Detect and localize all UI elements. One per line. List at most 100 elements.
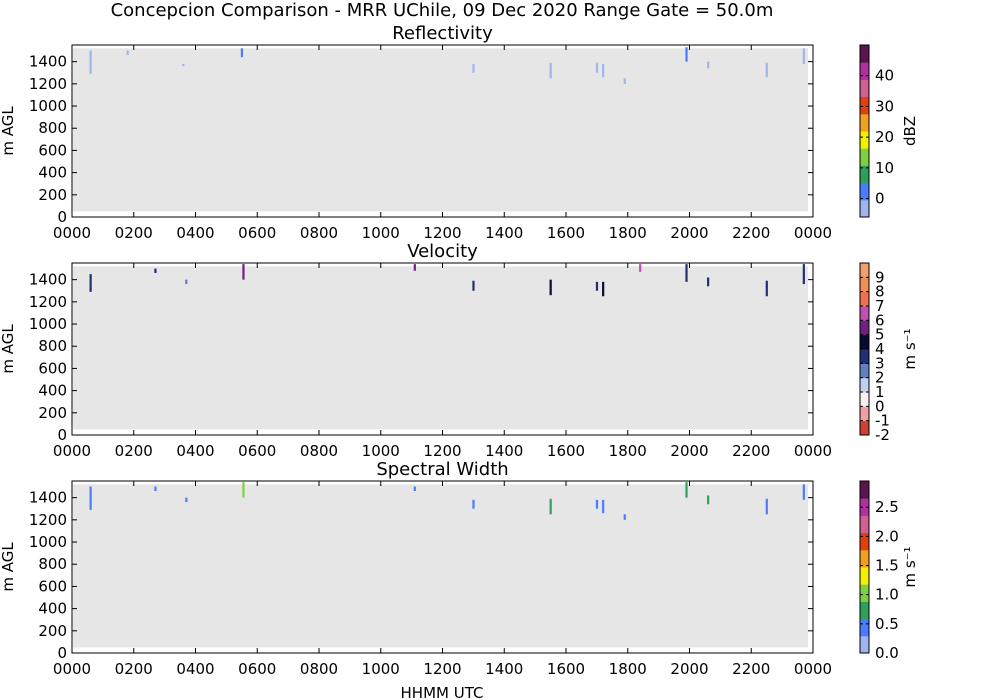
x-tick-label: 1000 [362,660,400,678]
colorbar-segment [860,165,869,184]
y-tick-label: 200 [38,186,67,204]
colorbar-segment [860,498,869,516]
data-streak [549,498,552,515]
y-tick-label: 1200 [29,293,67,311]
colorbar-tick-label: 8 [875,283,885,301]
colorbar-tick-label: 1.0 [875,586,899,604]
data-streak [602,63,605,78]
colorbar-label: dBZ [901,116,919,146]
panel-title: Reflectivity [392,23,493,44]
colorbar-tick-label: 1 [875,383,885,401]
data-streak [89,50,92,74]
data-streak [639,264,642,272]
x-tick-label: 1000 [362,224,400,242]
x-tick-label: 1600 [547,660,585,678]
colorbar-tick-label: 5 [875,326,885,344]
colorbar-segment [860,148,869,166]
y-tick-label: 1000 [29,97,67,115]
x-tick-label: 2000 [670,224,708,242]
x-tick-label: 0800 [300,224,338,242]
y-tick-label: 1400 [29,489,67,507]
colorbar-segment [860,532,869,551]
x-tick-label: 1800 [609,224,647,242]
x-tick-label: 1200 [423,442,461,460]
colorbar-tick-label: 10 [875,159,894,177]
colorbar-segment [860,291,869,307]
y-tick-label: 800 [38,555,67,573]
data-streak [602,281,605,297]
data-streak [185,497,188,503]
x-tick-label: 0000 [794,442,832,460]
y-axis-label: m AGL [0,324,17,374]
data-streak [413,486,416,491]
data-streak [802,264,805,285]
panel-title: Velocity [407,241,478,262]
colorbar-segment [860,481,869,499]
data-streak [472,280,475,291]
x-tick-label: 0400 [176,660,214,678]
colorbar-tick-label: 0.0 [875,644,899,662]
data-streak [472,499,475,509]
x-tick-label: 2200 [732,442,770,460]
x-tick-label: 1800 [609,660,647,678]
colorbar-segment [860,62,869,80]
colorbar: 0 10 20 30 40 dBZ [859,44,919,218]
data-streak [765,280,768,297]
colorbar-segment [860,320,869,336]
colorbar-segment [860,392,869,407]
data-field [73,48,808,212]
colorbar-segment [860,45,869,63]
data-streak [802,48,805,64]
colorbar-segment [860,515,869,534]
colorbar-segment [860,334,869,350]
data-streak [765,498,768,515]
colorbar-segment [860,618,869,637]
x-tick-label: 1600 [547,442,585,460]
y-tick-label: 400 [38,164,67,182]
x-tick-label: 0000 [53,224,91,242]
colorbar-segment [860,601,869,620]
colorbar: 0.0 0.5 1.0 1.5 2.0 2.5 m s⁻¹ [859,480,919,662]
y-tick-label: 200 [38,404,67,422]
data-streak [685,482,688,498]
data-streak [765,62,768,78]
y-tick-label: 1000 [29,533,67,551]
data-streak [707,495,710,505]
colorbar-segment [860,549,869,568]
x-tick-label: 1200 [423,224,461,242]
x-tick-label: 0400 [176,442,214,460]
colorbar-tick-label: 30 [875,97,894,115]
data-field [73,484,808,648]
x-tick-label: 2200 [732,660,770,678]
colorbar-segment [860,113,869,132]
colorbar-label: m s⁻¹ [901,546,919,587]
data-streak [185,279,188,285]
colorbar-tick-label: 0.5 [875,615,899,633]
data-streak [802,484,805,500]
colorbar-tick-label: 2 [875,369,885,387]
y-tick-label: 1200 [29,75,67,93]
colorbar-segment [860,406,869,422]
y-tick-label: 800 [38,119,67,137]
data-streak [623,514,626,520]
data-streak [685,264,688,282]
colorbar-segment [860,96,869,115]
y-tick-label: 1200 [29,511,67,529]
y-tick-label: 600 [38,577,67,595]
y-axis-label: m AGL [0,542,17,592]
colorbar-segment [860,420,869,436]
y-tick-label: 600 [38,141,67,159]
figure-suptitle: Concepcion Comparison - MRR UChile, 09 D… [111,0,774,21]
data-streak [707,277,710,287]
colorbar-segment [860,131,869,149]
data-streak [182,63,185,67]
colorbar-tick-label: -2 [875,426,890,444]
data-streak [602,499,605,514]
x-tick-label: 0200 [115,660,153,678]
colorbar-tick-label: 20 [875,128,894,146]
colorbar-label: m s⁻¹ [901,328,919,369]
